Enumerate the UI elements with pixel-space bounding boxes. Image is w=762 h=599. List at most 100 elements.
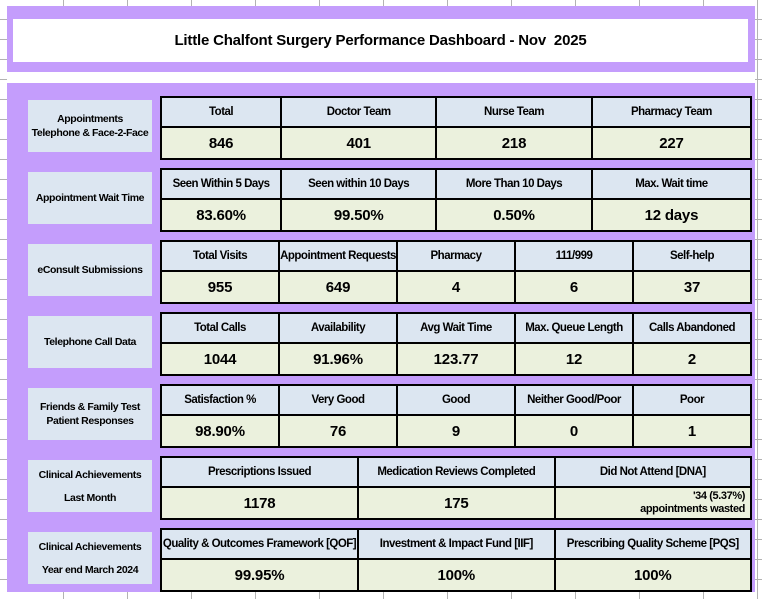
column-header-cell: Availability xyxy=(278,312,398,344)
value-cell: 12 days xyxy=(590,198,753,232)
row-label-line: Last Month xyxy=(64,491,116,504)
column-header-cell: More Than 10 Days xyxy=(435,168,593,200)
row-label-line: Patient Responses xyxy=(46,415,134,427)
row-table: Seen Within 5 Days Seen within 10 Days Mor… xyxy=(159,168,753,232)
dashboard-row: Clinical Achievements Last Month Prescrip… xyxy=(7,456,755,520)
value-cell: 227 xyxy=(590,126,753,160)
gridline-strip-top xyxy=(0,0,762,6)
row-table: Quality & Outcomes Framework [QOF] Invest… xyxy=(159,528,753,592)
row-label-line: Appointment Wait Time xyxy=(35,192,145,204)
row-label-line: Year end March 2024 xyxy=(41,563,139,576)
row-label: Clinical Achievements Year end March 2024 xyxy=(28,532,152,584)
column-header-cell: Total Visits xyxy=(160,240,280,272)
value-cell: 218 xyxy=(435,126,593,160)
value-cell: 9 xyxy=(396,414,516,448)
column-header-cell: Pharmacy xyxy=(396,240,516,272)
value-cell: '34 (5.37%) appointments wasted xyxy=(553,486,753,520)
value-cell: 12 xyxy=(514,342,634,376)
column-header-cell: Very Good xyxy=(278,384,398,416)
value-cell: 91.96% xyxy=(278,342,398,376)
row-label-line: Clinical Achievements xyxy=(38,468,142,481)
row-label: Clinical Achievements Last Month xyxy=(28,460,152,512)
title-box: Little Chalfont Surgery Performance Dash… xyxy=(13,19,748,62)
column-header-cell: Pharmacy Team xyxy=(590,96,753,128)
column-header-cell: Total Calls xyxy=(160,312,280,344)
dashboard-row: Appointment Wait Time Seen Within 5 Days… xyxy=(7,168,755,232)
value-cell: 98.90% xyxy=(160,414,280,448)
value-cell: 1044 xyxy=(160,342,280,376)
column-header-cell: Seen Within 5 Days xyxy=(159,168,283,200)
row-table: Prescriptions Issued Medication Reviews C… xyxy=(159,456,753,520)
row-label: Appointments Telephone & Face-2-Face xyxy=(28,100,152,152)
dashboard-row: Clinical Achievements Year end March 2024… xyxy=(7,528,755,592)
value-cell: 649 xyxy=(278,270,398,304)
value-cell: 76 xyxy=(278,414,398,448)
value-cell: 846 xyxy=(159,126,283,160)
row-label-line: Telephone Call Data xyxy=(44,336,136,348)
gridline-strip-left xyxy=(0,0,7,599)
column-header-cell: Max. Queue Length xyxy=(514,312,634,344)
column-header-cell: Quality & Outcomes Framework [QOF] xyxy=(159,528,360,560)
row-table: Total Calls Availability Avg Wait Time Max.… xyxy=(160,312,752,376)
column-header-cell: Poor xyxy=(632,384,752,416)
dashboard-row: Friends & Family Test Patient Responses S… xyxy=(7,384,755,448)
row-label: Appointment Wait Time xyxy=(28,172,152,224)
column-header-cell: Good xyxy=(396,384,516,416)
value-cell: 99.50% xyxy=(280,198,438,232)
dashboard-row: Telephone Call Data Total Calls Availabil… xyxy=(7,312,755,376)
column-header-cell: Doctor Team xyxy=(280,96,438,128)
column-header-cell: Medication Reviews Completed xyxy=(357,456,556,488)
column-header-cell: Max. Wait time xyxy=(590,168,753,200)
header-row: Seen Within 5 Days Seen within 10 Days Mor… xyxy=(159,168,753,200)
value-cell: 4 xyxy=(396,270,516,304)
column-header-cell: Did Not Attend [DNA] xyxy=(553,456,753,488)
row-table: Total Visits Appointment Requests Pharmacy… xyxy=(160,240,752,304)
row-label-line: Telephone & Face-2-Face xyxy=(31,127,149,139)
header-row: Quality & Outcomes Framework [QOF] Invest… xyxy=(159,528,753,560)
header-row: Satisfaction % Very Good Good Neither Good/… xyxy=(160,384,752,416)
header-row: Total Calls Availability Avg Wait Time Max.… xyxy=(160,312,752,344)
header-row: Prescriptions Issued Medication Reviews C… xyxy=(159,456,753,488)
value-cell: 955 xyxy=(160,270,280,304)
value-row: 955 649 4 6 37 xyxy=(160,270,752,304)
row-label-line: Appointments xyxy=(57,113,123,125)
header-row: Total Doctor Team Nurse Team Pharmacy Team xyxy=(159,96,753,128)
dashboard-title: Little Chalfont Surgery Performance Dash… xyxy=(174,32,587,49)
value-cell: 100% xyxy=(553,558,753,592)
row-label-line: eConsult Submissions xyxy=(37,264,143,276)
row-label: Telephone Call Data xyxy=(28,316,152,368)
value-cell: 0.50% xyxy=(435,198,593,232)
dashboard-row: Appointments Telephone & Face-2-Face Tota… xyxy=(7,96,755,160)
value-cell: 6 xyxy=(514,270,634,304)
dashboard-row: eConsult Submissions Total Visits Appoint… xyxy=(7,240,755,304)
column-header-cell: Neither Good/Poor xyxy=(514,384,634,416)
row-label-line: Clinical Achievements xyxy=(38,540,142,553)
row-label: Friends & Family Test Patient Responses xyxy=(28,388,152,440)
value-row: 99.95% 100% 100% xyxy=(159,558,753,592)
column-header-cell: Prescribing Quality Scheme [PQS] xyxy=(553,528,753,560)
value-cell: 401 xyxy=(280,126,438,160)
value-cell: 83.60% xyxy=(159,198,283,232)
column-header-cell: Appointment Requests xyxy=(278,240,398,272)
row-table: Satisfaction % Very Good Good Neither Good/… xyxy=(160,384,752,448)
value-row: 83.60% 99.50% 0.50% 12 days xyxy=(159,198,753,232)
column-header-cell: Investment & Impact Fund [IIF] xyxy=(357,528,556,560)
row-label-line: Friends & Family Test xyxy=(40,401,140,413)
column-header-cell: Total xyxy=(159,96,283,128)
column-header-cell: Calls Abandoned xyxy=(632,312,752,344)
value-cell: 175 xyxy=(357,486,556,520)
value-row: 846 401 218 227 xyxy=(159,126,753,160)
value-cell: 99.95% xyxy=(159,558,360,592)
row-label: eConsult Submissions xyxy=(28,244,152,296)
column-header-cell: 111/999 xyxy=(514,240,634,272)
column-header-cell: Avg Wait Time xyxy=(396,312,516,344)
title-panel: Little Chalfont Surgery Performance Dash… xyxy=(7,6,755,72)
value-cell: 0 xyxy=(514,414,634,448)
column-header-cell: Self-help xyxy=(632,240,752,272)
column-header-cell: Prescriptions Issued xyxy=(159,456,360,488)
value-cell: 37 xyxy=(632,270,752,304)
value-row: 98.90% 76 9 0 1 xyxy=(160,414,752,448)
dashboard-body: Appointments Telephone & Face-2-Face Tota… xyxy=(7,83,755,592)
column-header-cell: Seen within 10 Days xyxy=(280,168,438,200)
